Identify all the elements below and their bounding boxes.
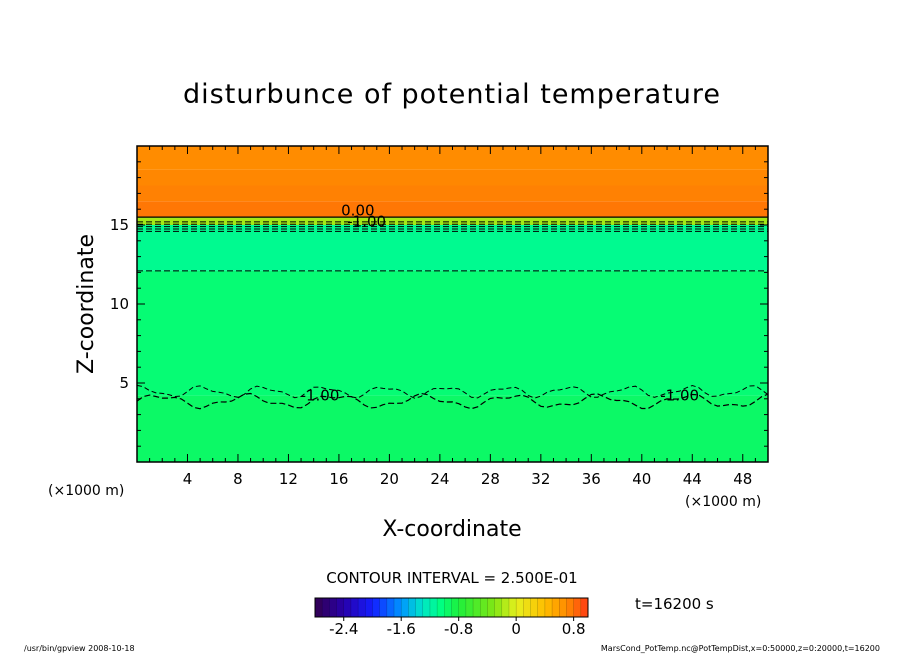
colorbar-cell-26 (501, 598, 510, 617)
contour-label-1: -1.00 (347, 213, 386, 231)
colorbar-cell-33 (552, 598, 560, 617)
heatmap-band-5 (137, 185, 768, 202)
colorbar-cell-30 (530, 598, 539, 617)
contour-interval-label: CONTOUR INTERVAL = 2.500E-01 (326, 569, 577, 587)
x-tick-label-6: 28 (481, 470, 500, 488)
colorbar-cell-34 (559, 598, 567, 617)
colorbar-cell-18 (444, 598, 452, 617)
x-tick-label-8: 36 (582, 470, 601, 488)
colorbar-cell-13 (408, 598, 416, 617)
colorbar-cell-10 (386, 598, 395, 617)
colorbar-tick-label-2: -0.8 (444, 620, 473, 638)
colorbar-cell-23 (480, 598, 488, 617)
x-tick-label-3: 16 (329, 470, 348, 488)
colorbar-cell-3 (336, 598, 345, 617)
colorbar-cell-32 (544, 598, 553, 617)
x-unit-right: (×1000 m) (685, 494, 761, 510)
colorbar-cell-29 (523, 598, 531, 617)
heatmap-band-1 (137, 270, 768, 396)
colorbar-cell-12 (401, 598, 409, 617)
colorbar-cell-20 (458, 598, 467, 617)
colorbar-cell-21 (465, 598, 474, 617)
footer-left: /usr/bin/gpview 2008-10-18 (24, 644, 135, 653)
x-tick-label-0: 4 (183, 470, 193, 488)
x-tick-label-10: 44 (683, 470, 702, 488)
time-label: t=16200 s (635, 595, 714, 613)
colorbar-tick-label-3: 0 (511, 620, 521, 638)
x-tick-label-1: 8 (233, 470, 243, 488)
x-axis-label: X-coordinate (382, 517, 521, 542)
colorbar-frame (314, 597, 589, 618)
colorbar-cell-28 (516, 598, 524, 617)
colorbar-tick-label-0: -2.4 (329, 620, 358, 638)
heatmap-band-6 (137, 169, 768, 186)
colorbar (315, 598, 589, 617)
y-tick-label-2: 15 (110, 216, 129, 234)
heatmap-fill (137, 146, 768, 462)
colorbar-cell-15 (422, 598, 431, 617)
colorbar-cell-36 (573, 598, 582, 617)
y-axis-ticks: 5 10 15 (110, 161, 768, 447)
x-tick-label-2: 12 (279, 470, 298, 488)
heatmap-band-7 (137, 146, 768, 170)
contour-label-2: -1.00 (301, 386, 340, 404)
chart-title: disturbunce of potential temperature (183, 79, 721, 110)
colorbar-cell-35 (566, 598, 575, 617)
colorbar-cell-0 (315, 598, 323, 617)
contour-lines: 0.00-1.00-1.00 -1.00 (136, 202, 769, 410)
contour-wavy-2 (136, 384, 769, 399)
x-tick-label-11: 48 (733, 470, 752, 488)
colorbar-cell-8 (372, 598, 381, 617)
heatmap-band-4 (137, 201, 768, 218)
x-tick-label-9: 40 (632, 470, 651, 488)
contour-label-3: -1.00 (660, 386, 699, 404)
colorbar-cell-5 (350, 598, 359, 617)
colorbar-cell-19 (451, 598, 460, 617)
colorbar-cell-7 (365, 598, 373, 617)
contour-label-0: 0.00 (341, 202, 374, 220)
colorbar-cell-25 (494, 598, 503, 617)
x-tick-label-7: 32 (531, 470, 550, 488)
y-tick-label-0: 5 (119, 374, 129, 392)
heatmap-band-3 (137, 217, 768, 225)
colorbar-tick-label-4: 0.8 (562, 620, 586, 638)
colorbar-cell-22 (473, 598, 481, 617)
x-axis-ticks: 4 8 12 16 20 24 28 32 36 40 44 48 (149, 146, 756, 488)
x-unit-left: (×1000 m) (48, 483, 124, 499)
x-tick-label-4: 20 (380, 470, 399, 488)
footer-right: MarsCond_PotTemp.nc@PotTempDist,x=0:5000… (601, 644, 880, 653)
colorbar-ticks: -2.4 -1.6 -0.8 0 0.8 (329, 617, 586, 638)
colorbar-cell-9 (379, 598, 388, 617)
heatmap-band-0 (137, 395, 768, 462)
colorbar-cell-24 (487, 598, 496, 617)
colorbar-cell-27 (508, 598, 517, 617)
heatmap-band-2 (137, 225, 768, 271)
colorbar-cell-17 (437, 598, 445, 617)
x-tick-label-5: 24 (430, 470, 449, 488)
y-tick-label-1: 10 (110, 295, 129, 313)
colorbar-cell-31 (537, 598, 546, 617)
colorbar-cell-14 (415, 598, 424, 617)
colorbar-cell-2 (329, 598, 337, 617)
colorbar-cell-11 (394, 598, 402, 617)
colorbar-tick-label-1: -1.6 (387, 620, 416, 638)
colorbar-cell-1 (322, 598, 330, 617)
colorbar-cell-6 (358, 598, 366, 617)
y-axis-label: Z-coordinate (74, 234, 99, 374)
colorbar-cell-4 (343, 598, 352, 617)
colorbar-cell-37 (580, 598, 589, 617)
colorbar-cell-16 (429, 598, 438, 617)
